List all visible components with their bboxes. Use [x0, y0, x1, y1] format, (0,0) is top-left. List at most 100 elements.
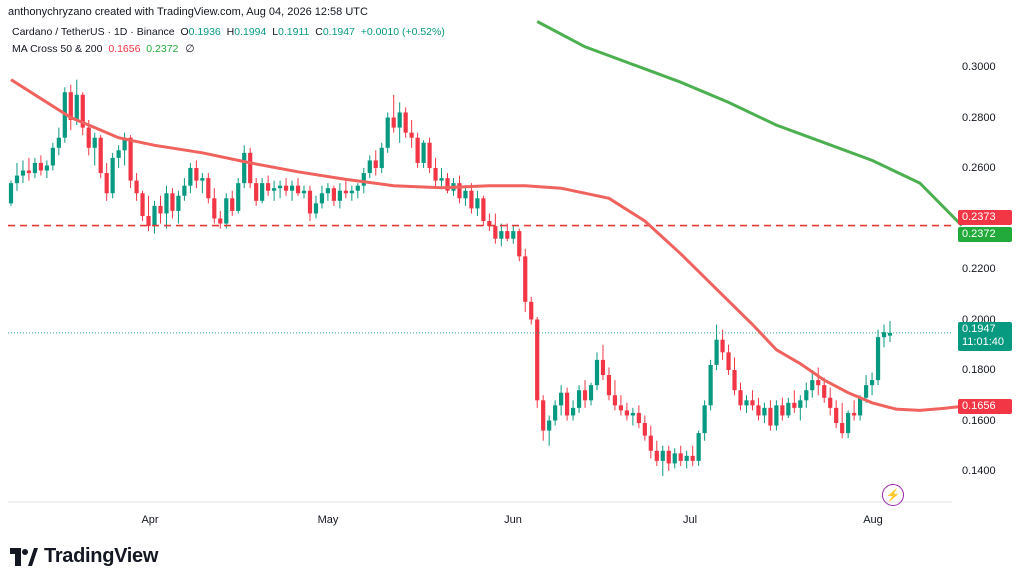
candle-body[interactable]	[68, 92, 73, 121]
candle-body[interactable]	[236, 183, 241, 211]
candle-body[interactable]	[582, 390, 588, 401]
candle-body[interactable]	[361, 173, 366, 186]
candle-body[interactable]	[457, 183, 462, 199]
candle-body[interactable]	[822, 385, 827, 398]
candle-body[interactable]	[600, 359, 606, 376]
candle-body[interactable]	[744, 400, 749, 406]
candle-body[interactable]	[846, 412, 851, 434]
candle-body[interactable]	[152, 205, 157, 227]
candle-body[interactable]	[493, 226, 498, 239]
candle-body[interactable]	[86, 127, 91, 148]
candle-body[interactable]	[272, 188, 277, 191]
candle-body[interactable]	[409, 132, 414, 138]
candle-body[interactable]	[289, 185, 295, 191]
candle-body[interactable]	[660, 450, 665, 461]
candle-body[interactable]	[385, 117, 390, 148]
indicator-settings-icon[interactable]: ∅	[185, 43, 195, 55]
candle-body[interactable]	[678, 453, 683, 461]
candle-body[interactable]	[511, 231, 516, 239]
candle-body[interactable]	[98, 137, 103, 174]
candle-body[interactable]	[732, 370, 737, 391]
candle-body[interactable]	[92, 137, 97, 148]
candle-body[interactable]	[44, 165, 49, 171]
candle-body[interactable]	[182, 185, 187, 196]
candle-body[interactable]	[242, 152, 247, 184]
candle-body[interactable]	[122, 137, 127, 151]
candle-body[interactable]	[690, 455, 695, 461]
candle-body[interactable]	[708, 364, 713, 406]
candle-body[interactable]	[50, 147, 55, 166]
candle-body[interactable]	[762, 407, 767, 416]
candle-body[interactable]	[523, 256, 528, 302]
candle-body[interactable]	[774, 405, 779, 426]
candle-body[interactable]	[170, 193, 175, 211]
indicator-legend[interactable]: MA Cross 50 & 200 0.1656 0.2372 ∅	[12, 43, 194, 55]
candle-body[interactable]	[714, 339, 719, 365]
candle-body[interactable]	[212, 198, 217, 219]
candle-body[interactable]	[672, 453, 677, 464]
candle-body[interactable]	[702, 405, 707, 434]
candle-body[interactable]	[612, 395, 618, 406]
candle-body[interactable]	[427, 142, 432, 168]
candle-body[interactable]	[875, 337, 881, 381]
candle-body[interactable]	[200, 178, 205, 181]
candle-body[interactable]	[756, 405, 761, 416]
candle-body[interactable]	[337, 190, 342, 201]
candle-body[interactable]	[816, 380, 821, 386]
candle-body[interactable]	[696, 433, 701, 461]
candle-body[interactable]	[188, 168, 193, 186]
candle-body[interactable]	[684, 455, 689, 461]
candle-body[interactable]	[618, 405, 624, 411]
candle-body[interactable]	[804, 390, 809, 401]
candle-body[interactable]	[852, 412, 857, 416]
candle-body[interactable]	[768, 407, 773, 426]
candle-body[interactable]	[104, 173, 109, 194]
candle-body[interactable]	[164, 193, 169, 214]
candle-body[interactable]	[469, 190, 474, 209]
candle-body[interactable]	[415, 137, 420, 163]
candle-body[interactable]	[32, 162, 38, 174]
candle-body[interactable]	[594, 359, 600, 386]
candle-body[interactable]	[355, 185, 360, 191]
candle-body[interactable]	[397, 112, 402, 128]
candle-body[interactable]	[254, 183, 259, 201]
candle-body[interactable]	[307, 190, 313, 214]
candle-body[interactable]	[445, 178, 450, 191]
candle-body[interactable]	[433, 168, 438, 181]
candle-body[interactable]	[475, 198, 480, 209]
candle-body[interactable]	[750, 400, 755, 406]
candle-body[interactable]	[8, 183, 14, 204]
candle-body[interactable]	[403, 112, 408, 133]
candle-body[interactable]	[858, 397, 863, 416]
candle-body[interactable]	[863, 385, 869, 398]
candle-body[interactable]	[798, 400, 803, 408]
candle-body[interactable]	[140, 193, 145, 216]
candle-body[interactable]	[206, 178, 211, 199]
candle-body[interactable]	[487, 221, 492, 227]
candle-body[interactable]	[134, 180, 139, 194]
candle-body[interactable]	[541, 400, 546, 431]
candle-body[interactable]	[565, 392, 570, 416]
candle-body[interactable]	[158, 205, 163, 214]
candle-body[interactable]	[301, 190, 307, 194]
candle-body[interactable]	[869, 380, 875, 386]
candle-body[interactable]	[726, 352, 731, 370]
candle-body[interactable]	[559, 392, 564, 406]
candle-body[interactable]	[116, 150, 121, 158]
lightning-icon[interactable]: ⚡	[882, 484, 904, 506]
candle-body[interactable]	[463, 190, 468, 199]
candle-body[interactable]	[379, 147, 384, 168]
candle-body[interactable]	[38, 162, 43, 171]
candle-body[interactable]	[553, 405, 558, 421]
candle-body[interactable]	[792, 402, 797, 408]
candle-body[interactable]	[14, 175, 20, 184]
candle-body[interactable]	[248, 152, 253, 184]
candle-body[interactable]	[295, 185, 301, 194]
candle-body[interactable]	[780, 405, 785, 416]
symbol-legend[interactable]: Cardano / TetherUS · 1D · Binance O0.193…	[12, 26, 445, 38]
candle-body[interactable]	[230, 198, 235, 211]
candle-body[interactable]	[26, 170, 32, 174]
candle-body[interactable]	[481, 198, 486, 222]
candle-body[interactable]	[110, 157, 115, 194]
candle-body[interactable]	[343, 190, 348, 194]
